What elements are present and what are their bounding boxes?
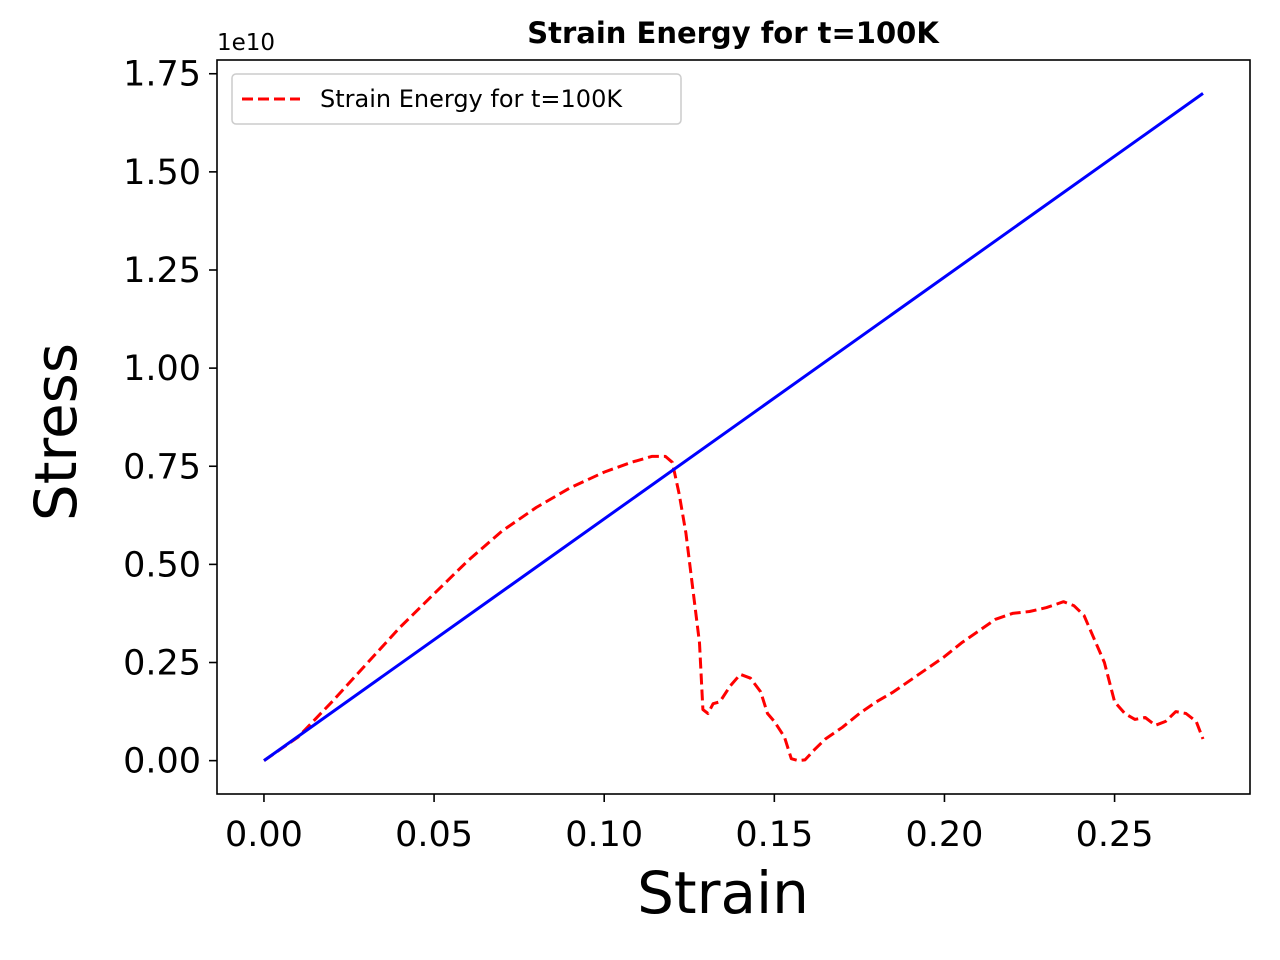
plot-frame xyxy=(216,59,1251,795)
x-tick-label: 0.00 xyxy=(225,815,303,855)
y-axis: 0.00 0.25 0.50 0.75 1.00 1.25 1.50 1.75 xyxy=(123,55,217,782)
chart-title: Strain Energy for t=100K xyxy=(527,16,940,50)
legend-label-strain-energy: Strain Energy for t=100K xyxy=(320,85,623,113)
y-tick-label: 1.75 xyxy=(123,55,201,95)
x-tick-label: 0.10 xyxy=(565,815,643,855)
y-tick-label: 0.00 xyxy=(123,742,201,782)
series-line-reference-linear xyxy=(263,92,1204,762)
y-axis-label: Stress xyxy=(22,343,90,521)
x-tick-label: 0.15 xyxy=(735,815,813,855)
legend-box xyxy=(231,73,682,125)
y-tick-label: 1.00 xyxy=(123,349,201,389)
x-axis-label: Strain xyxy=(637,859,809,927)
x-tick-label: 0.05 xyxy=(395,815,473,855)
series-layer xyxy=(263,92,1205,763)
legend: Strain Energy for t=100K xyxy=(231,73,682,125)
y-tick-label: 1.50 xyxy=(123,153,201,193)
y-offset-text: 1e10 xyxy=(217,30,275,56)
y-tick-label: 0.50 xyxy=(123,545,201,585)
y-tick-label: 0.75 xyxy=(123,447,201,487)
x-tick-label: 0.25 xyxy=(1076,815,1154,855)
x-tick-label: 0.20 xyxy=(905,815,983,855)
y-tick-label: 0.25 xyxy=(123,644,201,684)
x-axis: 0.00 0.05 0.10 0.15 0.20 0.25 xyxy=(225,794,1154,855)
y-tick-label: 1.25 xyxy=(123,251,201,291)
